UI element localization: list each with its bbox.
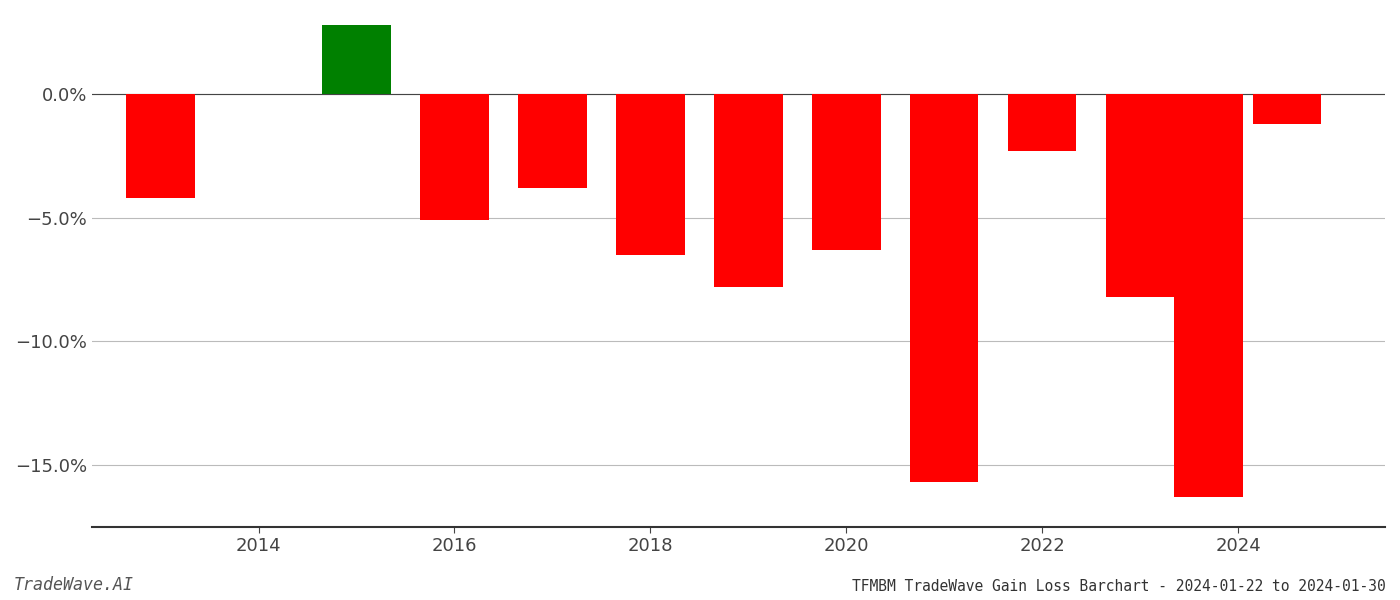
Bar [322, 25, 391, 94]
Bar [1175, 94, 1243, 497]
Bar [126, 94, 195, 198]
Bar [1253, 94, 1322, 124]
Text: TradeWave.AI: TradeWave.AI [14, 576, 134, 594]
Text: TFMBM TradeWave Gain Loss Barchart - 2024-01-22 to 2024-01-30: TFMBM TradeWave Gain Loss Barchart - 202… [853, 579, 1386, 594]
Bar [812, 94, 881, 250]
Bar [714, 94, 783, 287]
Bar [1008, 94, 1077, 151]
Bar [518, 94, 587, 188]
Bar [616, 94, 685, 255]
Bar [420, 94, 489, 220]
Bar [910, 94, 979, 482]
Bar [1106, 94, 1175, 297]
